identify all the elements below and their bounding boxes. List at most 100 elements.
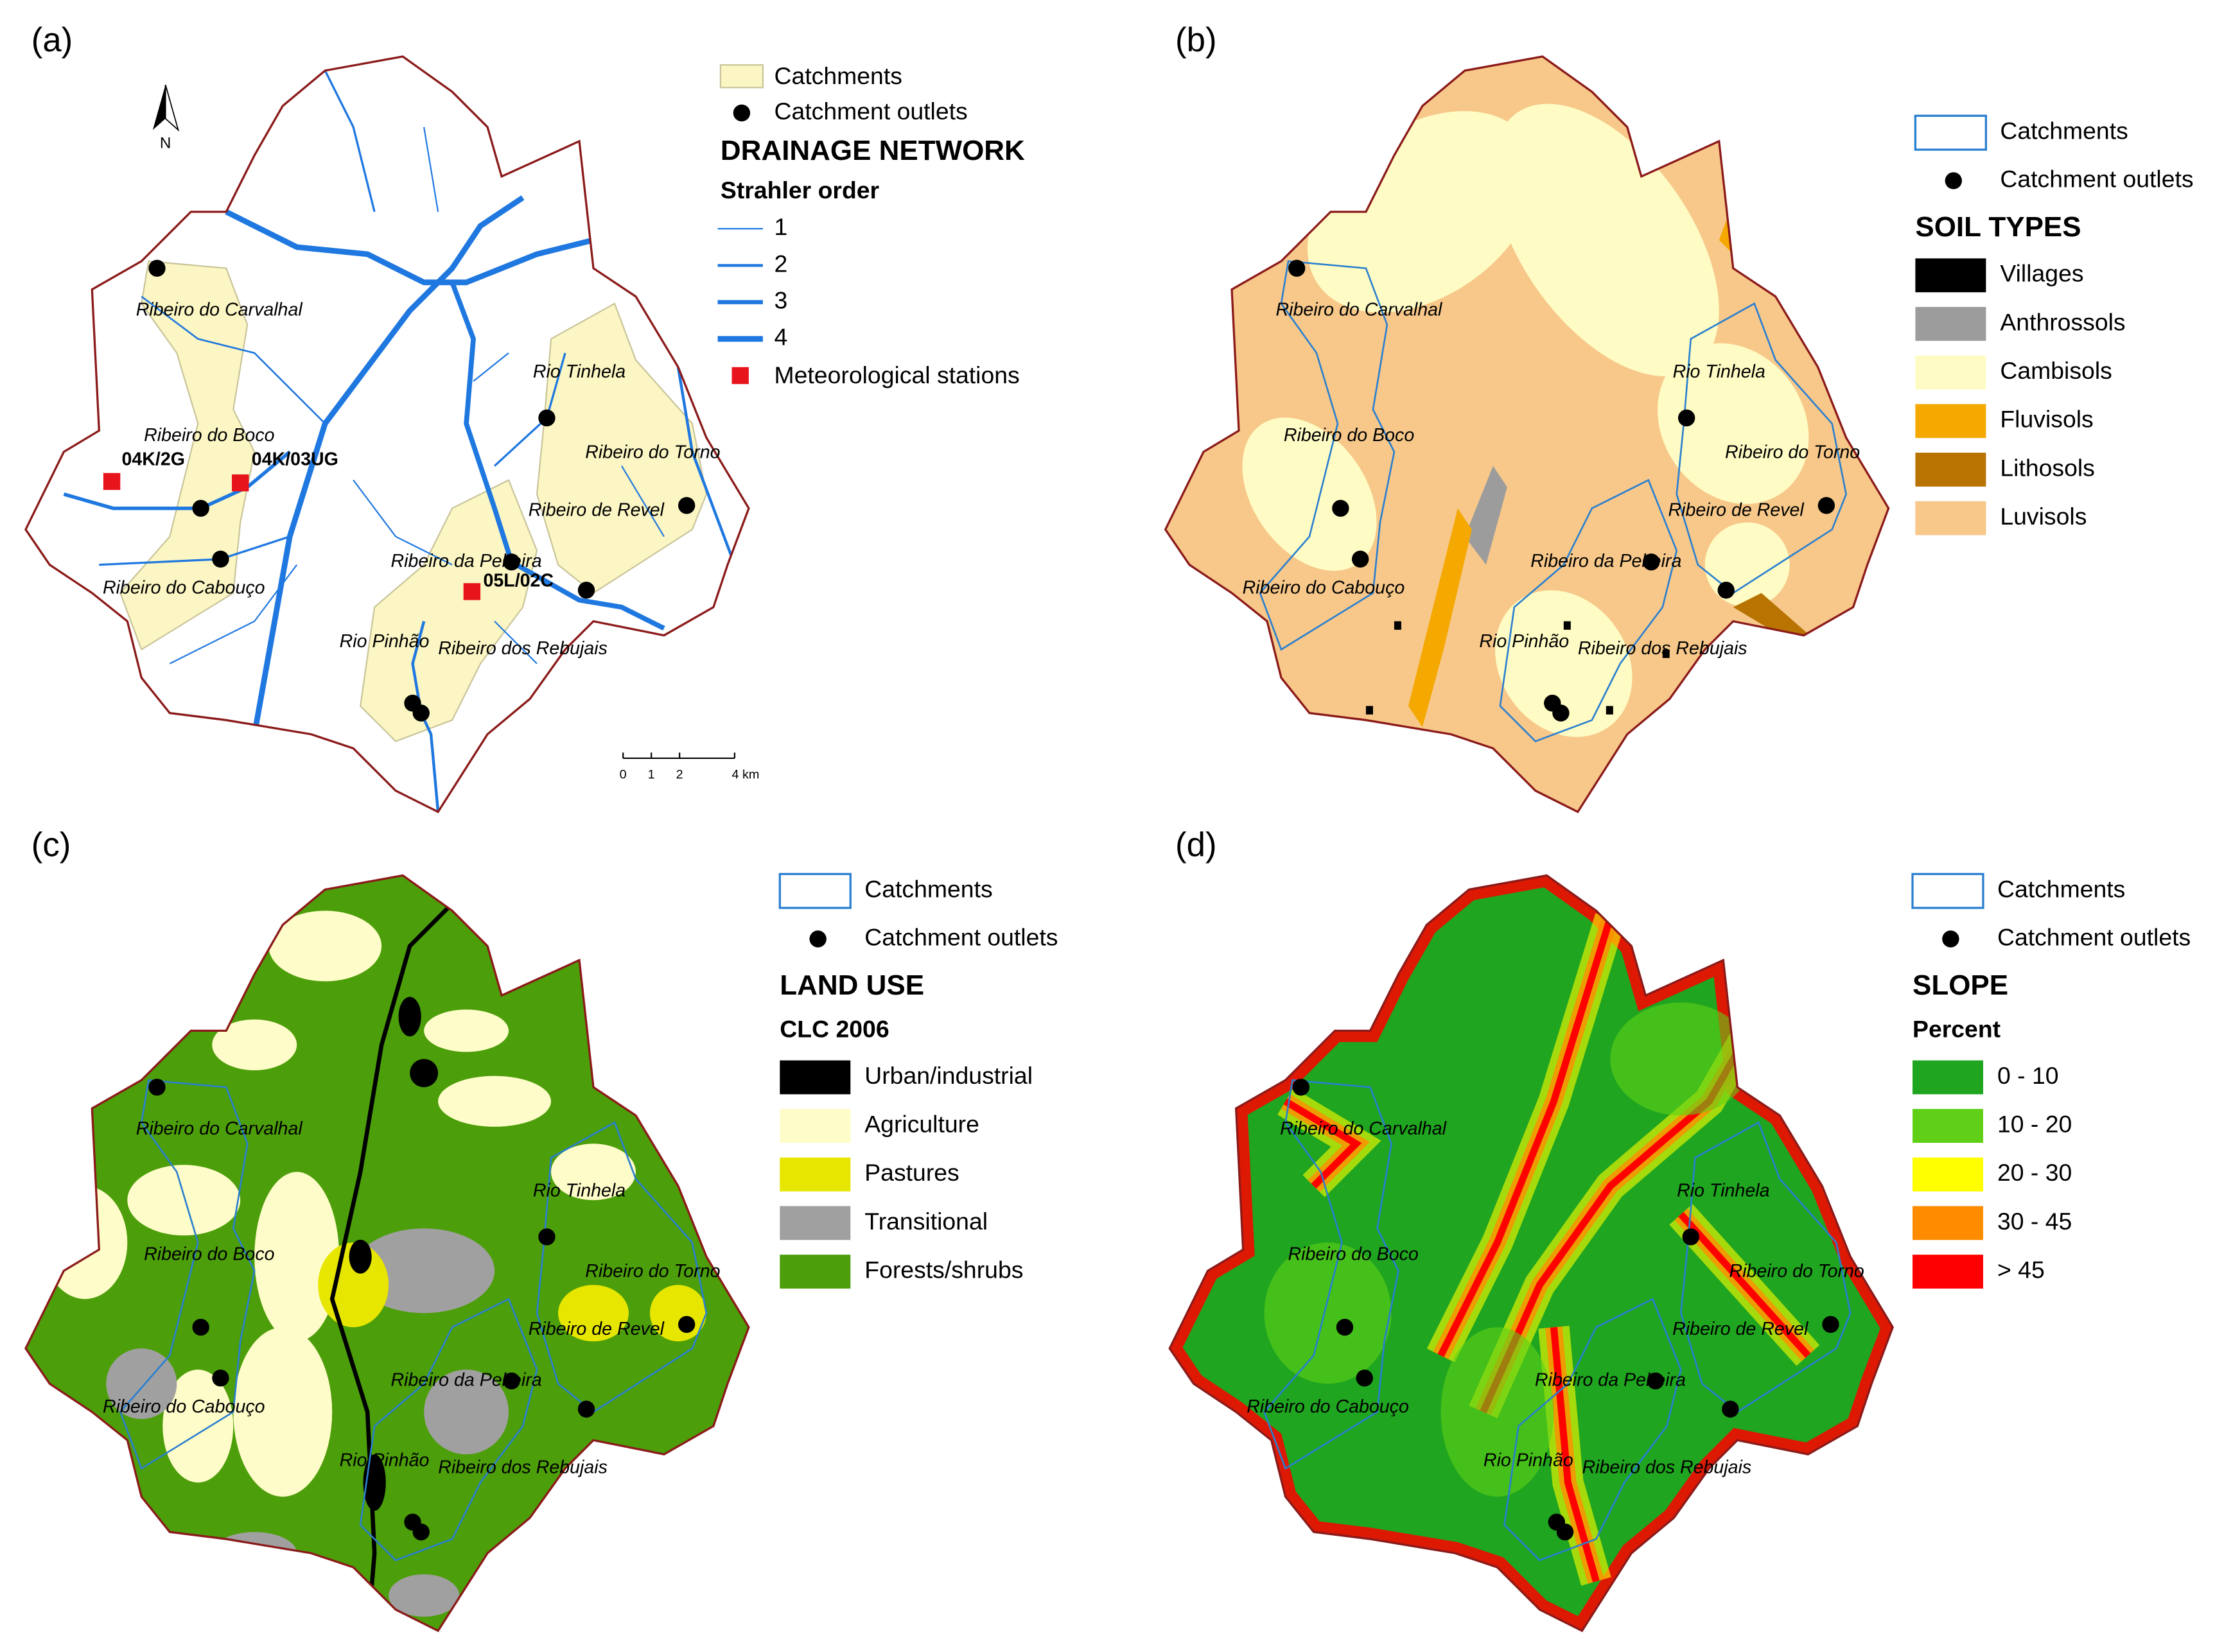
land-patch xyxy=(42,1186,128,1300)
region xyxy=(1169,875,1893,1631)
legend-swatch xyxy=(1913,1255,1983,1289)
catchment-outlet xyxy=(1677,409,1695,427)
legend-label: Agriculture xyxy=(864,1110,979,1137)
slope-band xyxy=(1550,1326,1600,1583)
land-patch xyxy=(410,1059,439,1088)
catchment-outline xyxy=(1259,260,1396,651)
catchment-name: Rio Pinhão xyxy=(340,1450,430,1471)
legend-label: Catchment outlets xyxy=(1997,923,2191,950)
panel-label: (b) xyxy=(1175,21,1217,59)
river xyxy=(621,465,665,537)
catchment-outline xyxy=(119,1079,256,1470)
panel-label: (d) xyxy=(1175,826,1217,864)
soil-patch xyxy=(1394,621,1401,630)
legend-label: 20 - 30 xyxy=(1997,1159,2072,1186)
legend-swatch xyxy=(1911,873,1984,909)
legend-label: > 45 xyxy=(1997,1256,2045,1283)
north-arrow xyxy=(152,84,166,130)
station-label: 05L/02C xyxy=(483,571,554,591)
catchment-name: Ribeiro do Torno xyxy=(585,1261,720,1282)
legend-label: Villages xyxy=(2000,260,2083,287)
catchment-outlet xyxy=(1822,1316,1839,1333)
legend-heading: SLOPE xyxy=(1913,969,2008,1001)
catchment-outlet xyxy=(1642,553,1660,571)
catchment-name: Ribeiro do Carvalhal xyxy=(136,299,303,320)
catchment-outlet xyxy=(212,1369,229,1387)
catchment-name: Ribeiro de Revel xyxy=(529,1319,665,1339)
catchment-name: Ribeiro do Torno xyxy=(1729,1261,1864,1282)
catchment-outlet xyxy=(503,553,520,571)
legend-swatch xyxy=(1914,114,1988,151)
catchment-outlet xyxy=(538,409,556,427)
map: Ribeiro do Carvalhal Rio Tinhela Ribeiro d… xyxy=(1168,874,1895,1633)
catchment-area xyxy=(359,479,538,742)
legend-heading: DRAINAGE NETWORK xyxy=(721,135,1025,166)
catchment-name: Ribeiro dos Rebujais xyxy=(438,1457,608,1478)
catchment-outlet xyxy=(1552,704,1570,722)
catchment-name: Rio Tinhela xyxy=(1673,361,1765,382)
river xyxy=(473,352,509,382)
legend-label: 10 - 20 xyxy=(1997,1110,2072,1137)
land-patch xyxy=(558,1285,629,1342)
soil-patch xyxy=(1365,706,1373,715)
catchment-name: Ribeiro de Revel xyxy=(1668,500,1804,521)
legend-swatch xyxy=(1915,453,1986,487)
legend-swatch xyxy=(731,367,749,385)
catchment-name: Ribeiro da Pelteira xyxy=(1535,1369,1686,1390)
legend-label: Catchment outlets xyxy=(2000,165,2193,192)
catchment-outlet xyxy=(1817,497,1835,514)
legend-label: Catchment outlets xyxy=(775,98,968,125)
legend-swatch xyxy=(809,930,827,948)
legend-label: Catchments xyxy=(1997,876,2125,903)
north-arrow xyxy=(164,84,180,132)
catchment-name: Ribeiro dos Rebujais xyxy=(1582,1457,1752,1478)
catchment-outline xyxy=(1503,1298,1682,1561)
catchment-name: Ribeiro do Boco xyxy=(1284,425,1414,446)
legend-swatch xyxy=(1913,1206,1983,1240)
catchment-outlet xyxy=(678,497,696,514)
legend-swatch xyxy=(780,1157,851,1192)
land-patch xyxy=(353,1228,495,1314)
map: Ribeiro do Carvalhal Rio Tinhela Ribeiro d… xyxy=(24,874,750,1633)
map: Ribeiro do Carvalhal Rio Tinhela Ribeiro d… xyxy=(24,55,759,813)
catchment-outline xyxy=(1499,478,1678,743)
legend-label: Lithosols xyxy=(2000,454,2095,481)
catchment-outlet xyxy=(148,259,166,277)
catchment-name: Ribeiro de Revel xyxy=(529,500,665,521)
legend-label: Anthrossols xyxy=(2000,308,2125,335)
legend-label: 4 xyxy=(775,324,788,351)
catchment-name: Ribeiro do Boco xyxy=(144,425,274,446)
soil-patch xyxy=(1719,126,1769,254)
meteorological-station xyxy=(463,583,481,600)
catchment-outlet xyxy=(1356,1369,1373,1387)
river xyxy=(324,70,376,213)
legend-label: Urban/industrial xyxy=(864,1062,1033,1089)
catchment-outlet xyxy=(212,550,229,568)
slope-band xyxy=(1283,1098,1362,1189)
catchment-outlet xyxy=(1351,550,1369,568)
river xyxy=(494,620,538,665)
catchment-outline xyxy=(359,1298,538,1561)
river xyxy=(353,480,453,566)
soil-patch xyxy=(1662,649,1670,658)
catchment-name: Ribeiro do Carvalhal xyxy=(1280,1118,1447,1139)
river xyxy=(676,367,736,566)
legend-swatch xyxy=(1942,930,1959,948)
legend-swatch xyxy=(1915,258,1986,293)
meteorological-station xyxy=(103,473,121,491)
slope-band xyxy=(1678,1212,1811,1358)
legend-subheading: Strahler order xyxy=(721,177,879,204)
catchment-name: Ribeiro da Pelteira xyxy=(391,551,542,571)
legend-swatch xyxy=(780,1109,851,1143)
slope-band xyxy=(1437,916,1614,1357)
land-patch xyxy=(162,1369,234,1483)
land-patch xyxy=(254,1172,340,1342)
catchment-outlet xyxy=(1722,1400,1739,1418)
legend-swatch xyxy=(1915,307,1986,341)
urban-corridor xyxy=(329,875,482,1631)
catchment-outline xyxy=(1680,1121,1852,1413)
land-patch xyxy=(424,1009,509,1052)
panel-label: (c) xyxy=(31,826,71,864)
catchment-outlet xyxy=(1336,1319,1354,1336)
catchment-name: Ribeiro dos Rebujais xyxy=(1578,638,1747,659)
